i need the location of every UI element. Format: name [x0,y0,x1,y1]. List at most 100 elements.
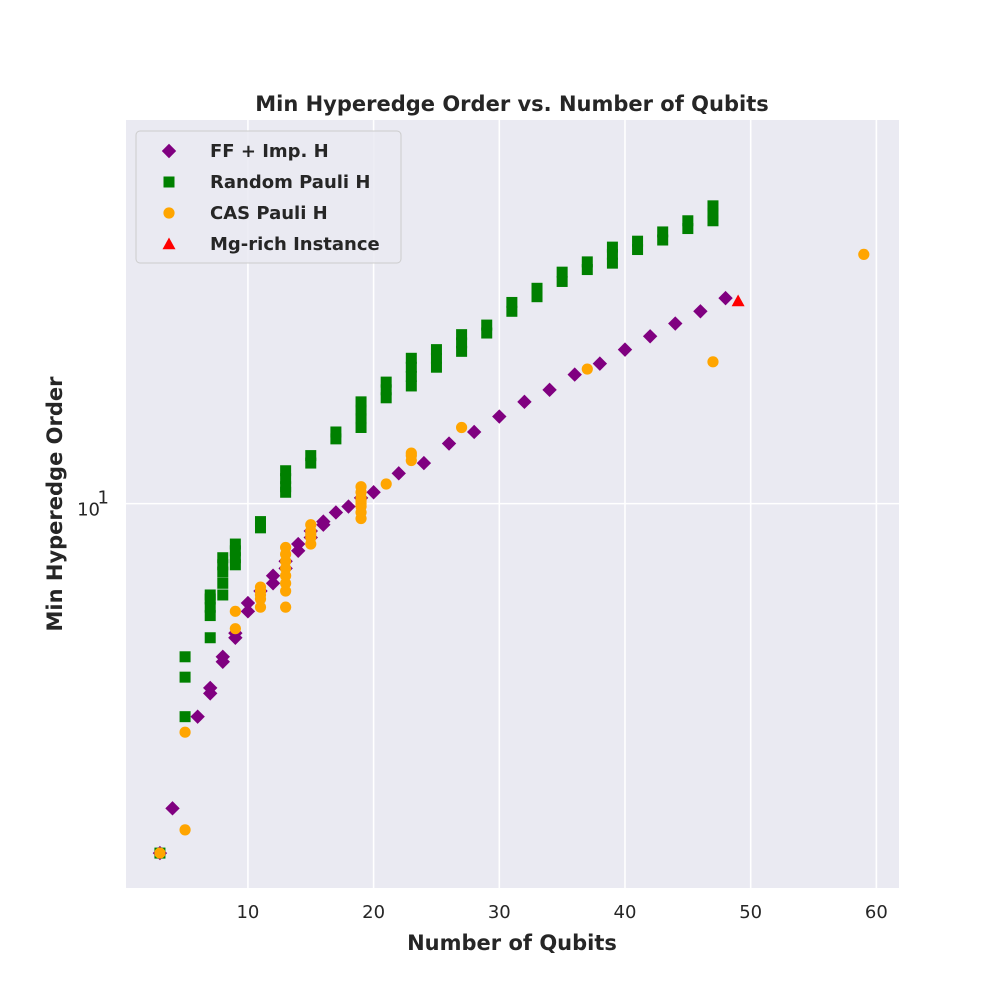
legend-label: CAS Pauli H [210,203,328,224]
data-point-diamond [718,290,733,306]
data-point-diamond [416,455,432,471]
data-point-square [430,352,442,364]
data-point-diamond [265,568,281,583]
data-point-diamond [441,436,457,451]
y-tick-exponent: 1 [98,488,109,509]
data-point-diamond [492,409,507,424]
data-point-diamond [265,576,281,591]
data-point-square [682,215,694,227]
data-point-square [204,632,216,644]
data-point-square [179,671,191,683]
data-point-circle [380,478,392,490]
data-point-square [380,384,392,396]
data-point-diamond [517,394,532,410]
data-point-circle [455,421,468,434]
data-point-square [217,566,229,578]
data-point-diamond [592,356,608,371]
data-point-square [355,404,367,416]
data-point-square [229,545,241,557]
legend-label: FF + Imp. H [210,141,329,162]
data-point-square [481,327,493,339]
legend-marker-diamond [161,143,177,159]
x-tick-labels: 10 20 30 40 50 60 [236,902,887,923]
data-point-square [456,345,468,357]
data-point-square [707,200,719,212]
data-point-circle [305,519,317,531]
chart-title: Min Hyperedge Order vs. Number of Qubits [255,92,769,116]
data-point-square [606,257,618,269]
data-point-square [657,234,669,246]
x-tick-label: 40 [614,902,637,923]
series-square [154,200,719,859]
data-point-diamond [617,342,633,357]
data-point-diamond [693,304,708,319]
data-point-square [217,589,229,601]
data-point-circle [254,601,267,613]
data-point-square [305,457,317,469]
data-point-diamond [290,536,306,552]
data-point-square [556,266,568,278]
data-point-diamond [668,316,683,331]
data-points [152,200,870,861]
data-point-square [179,651,191,663]
data-point-square [380,376,392,388]
data-point-square [229,559,241,571]
y-tick-labels: 101 [77,488,109,521]
x-axis-label: Number of Qubits [407,931,617,955]
data-point-square [405,380,417,392]
data-point-square [632,235,644,247]
data-point-square [229,538,241,550]
data-point-square [506,305,518,317]
data-point-square [456,329,468,341]
data-point-square [380,392,392,404]
data-point-square [179,711,191,723]
data-point-circle [280,601,292,613]
data-point-diamond [203,680,218,696]
data-point-circle [581,363,593,375]
data-point-square [657,226,669,238]
data-point-square [632,244,644,256]
data-point-diamond [366,485,381,500]
data-point-square [405,352,417,364]
data-point-diamond [341,499,356,514]
data-point-square [280,481,292,493]
data-point-circle [858,248,870,261]
data-point-square [456,337,468,349]
legend-marker-circle [163,207,175,219]
data-point-square [254,516,266,528]
data-point-square [531,291,543,303]
data-point-diamond [391,466,406,481]
data-point-diamond [328,505,344,520]
data-point-diamond [567,367,582,382]
data-point-diamond [190,709,205,724]
data-point-square [330,426,342,438]
data-point-square [204,610,216,622]
data-point-diamond [215,649,230,664]
y-axis-label: Min Hyperedge Order [43,376,67,632]
data-point-circle [280,541,292,554]
data-point-square [405,370,417,382]
data-point-diamond [542,382,557,398]
data-point-circle [229,605,241,617]
data-point-diamond [316,514,331,529]
data-point-circle [179,824,191,836]
data-point-square [280,486,292,498]
data-point-circle [254,581,267,593]
legend-marker-triangle [162,237,176,250]
data-point-square [430,344,442,356]
data-point-circle [355,481,367,493]
data-point-diamond [240,595,256,611]
data-point-square [506,296,518,308]
data-point-square [430,361,442,373]
data-point-square [581,264,593,276]
data-point-square [355,396,367,408]
data-point-square [355,421,367,433]
data-point-square [254,522,266,534]
series-triangle [731,294,745,307]
data-point-diamond [240,604,256,619]
data-point-square [280,465,292,477]
data-point-square [330,433,342,445]
data-point-square [707,207,719,219]
data-point-circle [179,726,191,738]
